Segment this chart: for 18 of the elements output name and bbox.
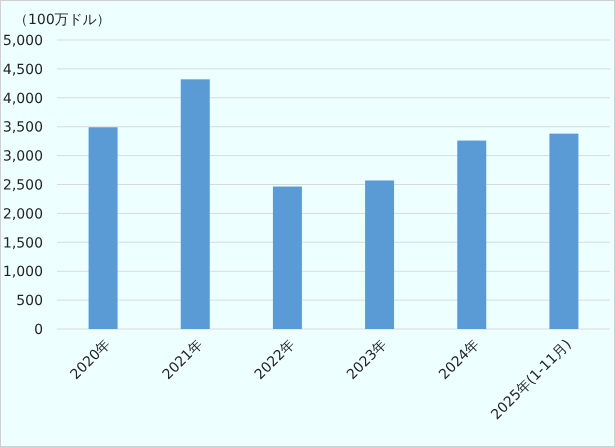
y-tick-label: 500 xyxy=(16,293,43,310)
y-tick-label: 2,000 xyxy=(2,206,43,222)
y-tick-label: 3,500 xyxy=(2,120,43,136)
y-tick-label: 0 xyxy=(34,322,43,338)
y-axis-title: （100万ドル） xyxy=(14,12,111,28)
bar xyxy=(549,134,578,329)
y-tick-label: 5,000 xyxy=(2,33,43,49)
y-tick-label: 1,000 xyxy=(2,264,43,280)
bar xyxy=(272,186,302,329)
y-tick-label: 3,000 xyxy=(2,148,43,165)
bar xyxy=(180,79,210,329)
bar xyxy=(457,140,486,329)
y-tick-label: 4,500 xyxy=(2,62,43,78)
bar xyxy=(88,127,118,329)
y-tick-label: 4,000 xyxy=(2,90,43,107)
bar xyxy=(365,180,394,329)
y-tick-label: 2,500 xyxy=(2,178,43,194)
y-tick-label: 1,500 xyxy=(2,235,43,252)
